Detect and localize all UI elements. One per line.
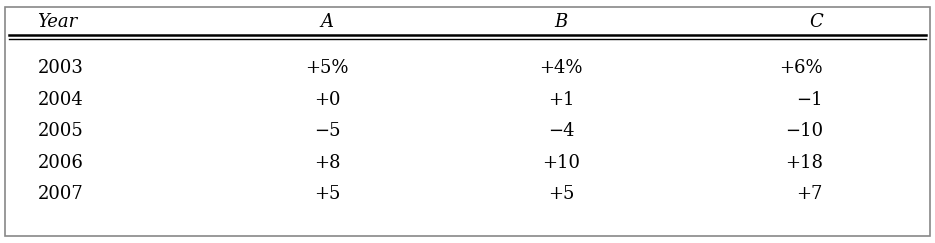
Text: C: C	[809, 13, 823, 31]
Text: 2003: 2003	[37, 59, 83, 77]
Text: +0: +0	[314, 91, 340, 109]
Text: +4%: +4%	[539, 59, 583, 77]
Text: B: B	[554, 13, 568, 31]
Text: +1: +1	[548, 91, 574, 109]
Text: +10: +10	[542, 154, 580, 172]
Text: +5: +5	[548, 185, 574, 203]
Text: +5: +5	[314, 185, 340, 203]
Text: −10: −10	[784, 122, 823, 140]
Text: 2004: 2004	[37, 91, 83, 109]
Text: 2005: 2005	[37, 122, 83, 140]
Text: +6%: +6%	[779, 59, 823, 77]
FancyBboxPatch shape	[5, 7, 930, 236]
Text: 2007: 2007	[37, 185, 83, 203]
Text: +18: +18	[784, 154, 823, 172]
Text: 2006: 2006	[37, 154, 83, 172]
Text: +8: +8	[314, 154, 340, 172]
Text: +5%: +5%	[306, 59, 349, 77]
Text: −5: −5	[314, 122, 340, 140]
Text: −1: −1	[797, 91, 823, 109]
Text: A: A	[321, 13, 334, 31]
Text: +7: +7	[797, 185, 823, 203]
Text: −4: −4	[548, 122, 574, 140]
Text: Year: Year	[37, 13, 78, 31]
